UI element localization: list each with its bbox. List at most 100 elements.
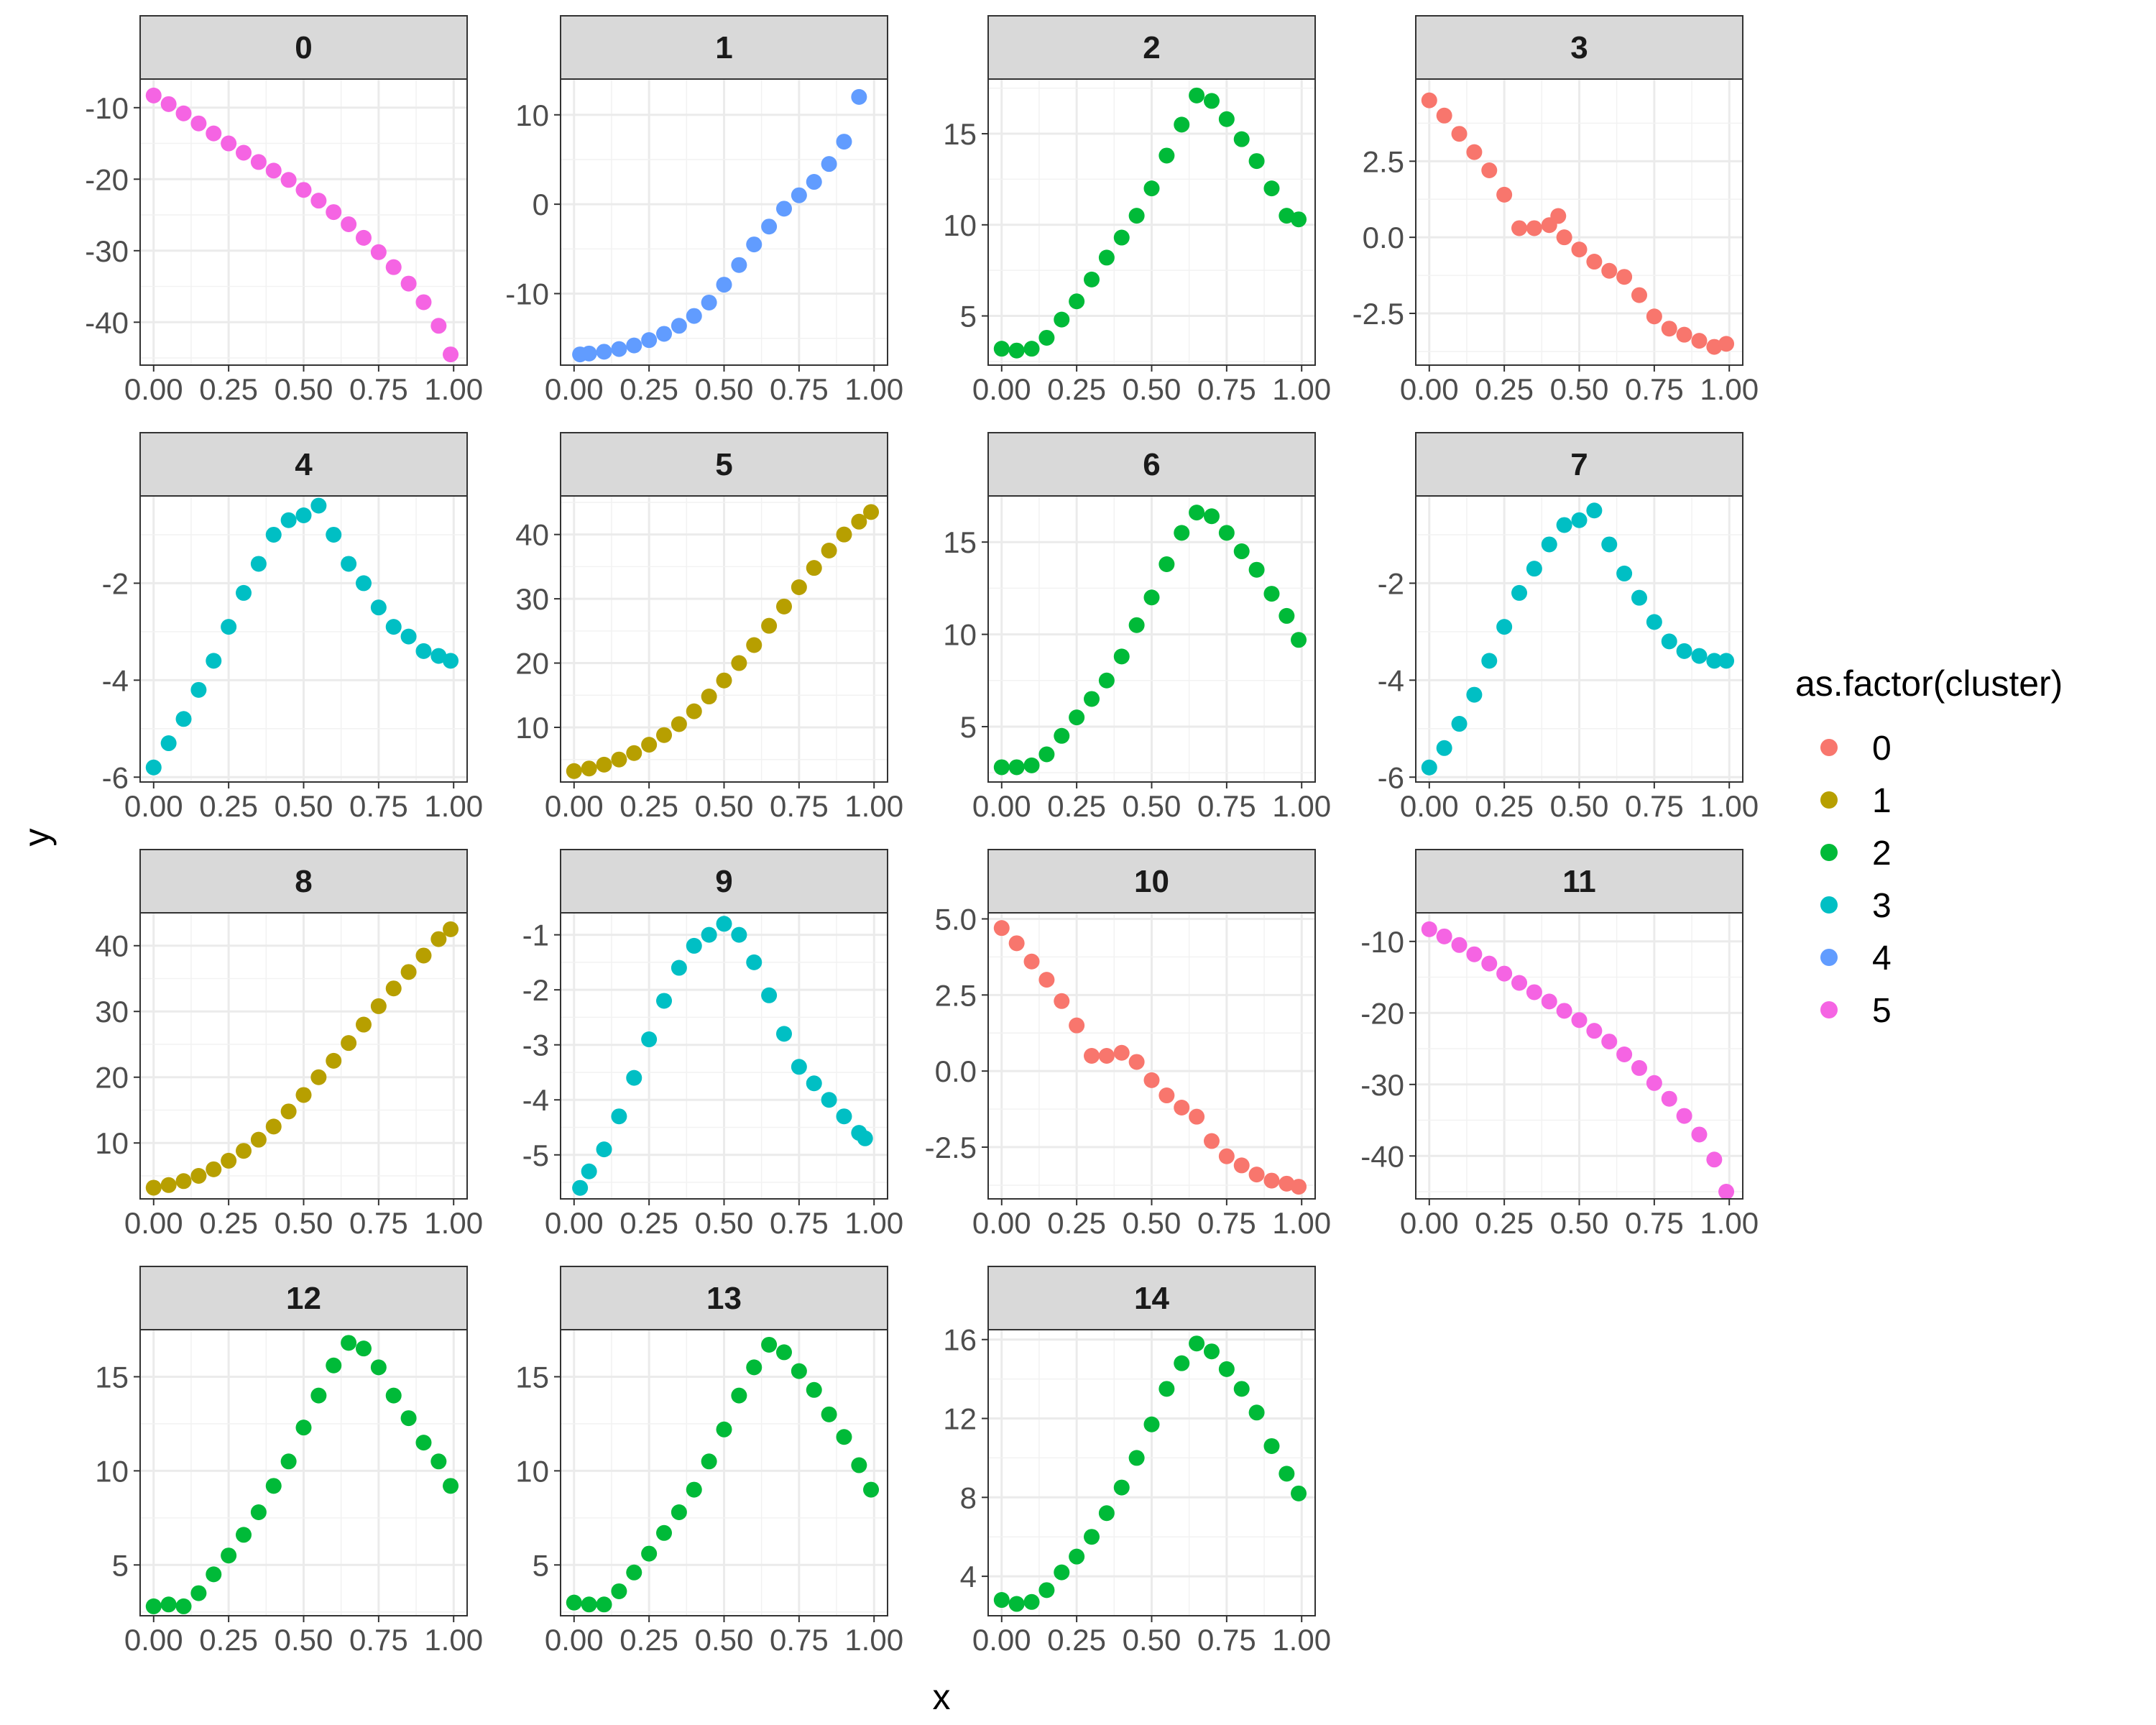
data-point (1556, 1003, 1572, 1019)
data-point (1174, 116, 1190, 133)
data-point (1038, 1582, 1055, 1598)
legend: as.factor(cluster) 0 1 2 3 4 5 (1795, 663, 2063, 1030)
data-point (1496, 186, 1513, 203)
x-tick-label: 0.25 (1475, 372, 1534, 406)
data-point (1550, 208, 1567, 224)
facet-strip (987, 15, 1316, 80)
x-tick-label: 0.50 (695, 1206, 754, 1240)
y-tick-label: 40 (95, 929, 129, 963)
data-point (761, 987, 778, 1003)
data-point (671, 716, 687, 732)
data-point (1279, 607, 1295, 624)
facet-strip-label: 12 (286, 1281, 321, 1316)
data-point (1601, 262, 1618, 279)
data-point (851, 513, 867, 530)
data-point (1526, 984, 1542, 1000)
y-tick-label: 10 (943, 208, 977, 242)
data-point (821, 156, 837, 172)
facet-panel-3: 3 0.00 0.25 0.50 0.75 1.00 2.5 0.0 -2.5 (1353, 15, 1759, 406)
data-point (1661, 633, 1677, 650)
x-tick-label: 1.00 (424, 1206, 483, 1240)
y-tick-label: 0.0 (935, 1054, 977, 1088)
data-point (686, 937, 702, 954)
data-point (1128, 617, 1145, 633)
data-point (370, 998, 387, 1014)
data-point (1158, 556, 1175, 573)
data-points (145, 87, 459, 363)
data-point (1691, 648, 1708, 664)
x-tick-label: 0.50 (1550, 789, 1609, 823)
y-tick-label: 5 (112, 1548, 129, 1582)
data-point (1601, 536, 1618, 553)
y-tick-label: 15 (95, 1360, 129, 1394)
data-point (1421, 92, 1437, 109)
data-point (145, 1179, 162, 1196)
data-point (1661, 1090, 1677, 1107)
data-points (145, 921, 459, 1196)
x-tick-label: 1.00 (844, 1623, 903, 1657)
x-tick-label: 1.00 (844, 1206, 903, 1240)
data-point (1291, 632, 1307, 648)
legend-key-4 (1820, 949, 1838, 966)
data-point (400, 964, 417, 980)
facet-panel-9: 9 0.00 0.25 0.50 0.75 1.00 -1 -2 -3 -4 -5 (522, 849, 903, 1240)
x-tick-label: 0.75 (1625, 372, 1684, 406)
data-point (641, 1545, 658, 1562)
y-tick-label: 20 (515, 647, 549, 681)
data-point (206, 1566, 222, 1583)
data-point (596, 1596, 612, 1613)
facet-strip-label: 4 (295, 447, 313, 482)
data-point (1421, 759, 1437, 776)
y-tick-label: 20 (95, 1061, 129, 1095)
data-point (1718, 336, 1735, 352)
data-point (175, 1598, 192, 1614)
facet-strip-label: 6 (1143, 447, 1160, 482)
data-point (310, 193, 327, 209)
data-point (1661, 321, 1677, 337)
data-point (1233, 131, 1250, 147)
x-tick-label: 0.00 (124, 372, 183, 406)
data-point (265, 1118, 282, 1135)
data-point (731, 655, 747, 671)
x-tick-label: 1.00 (1700, 1206, 1759, 1240)
x-tick-label: 0.50 (275, 1206, 333, 1240)
data-points (145, 497, 459, 776)
x-tick-label: 0.00 (124, 789, 183, 823)
x-tick-label: 0.75 (1625, 789, 1684, 823)
y-tick-label: -2 (1378, 566, 1404, 600)
facet-strip (560, 15, 888, 80)
data-point (993, 341, 1010, 357)
data-point (415, 643, 432, 659)
data-point (566, 763, 582, 779)
data-point (1248, 1167, 1265, 1183)
data-point (206, 125, 222, 142)
data-point (341, 556, 357, 572)
data-point (341, 216, 357, 232)
gridlines (1416, 496, 1743, 782)
facet-strip-label: 0 (295, 30, 312, 65)
data-point (385, 980, 402, 997)
data-point (1481, 653, 1498, 669)
x-tick-label: 1.00 (844, 789, 903, 823)
data-point (1451, 937, 1468, 953)
legend-key-1 (1820, 791, 1838, 809)
y-tick-label: 15 (515, 1360, 549, 1394)
data-point (1084, 1529, 1100, 1545)
y-tick-label: 5 (960, 710, 977, 744)
facet-strip-label: 14 (1134, 1281, 1169, 1316)
data-point (731, 257, 747, 273)
facet-strip-label: 2 (1143, 30, 1160, 65)
data-point (1203, 93, 1220, 109)
data-point (400, 628, 417, 645)
data-point (145, 759, 162, 776)
data-point (626, 1564, 642, 1581)
y-tick-label: -4 (102, 663, 129, 697)
data-points (993, 505, 1307, 776)
facet-panel-4: 4 0.00 0.25 0.50 0.75 1.00 -2 -4 -6 (102, 432, 483, 823)
data-point (581, 1596, 597, 1613)
data-point (701, 294, 717, 310)
data-point (236, 144, 252, 161)
data-point (1248, 1404, 1265, 1421)
data-point (1263, 1172, 1280, 1189)
data-point (596, 344, 612, 360)
